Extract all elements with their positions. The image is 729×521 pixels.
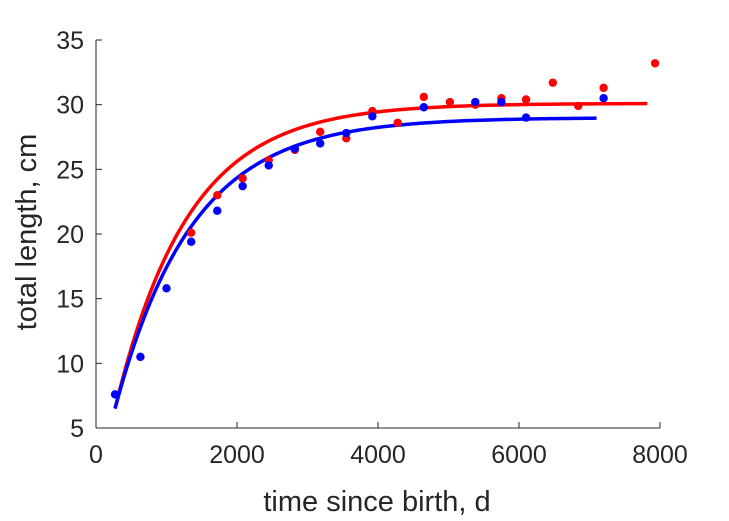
data-point-series-2 [238, 181, 247, 191]
x-tick-label: 8000 [632, 441, 688, 469]
x-axis-label: time since birth, d [263, 486, 490, 518]
axes: 0 2000 4000 6000 8000 5 10 15 20 25 30 35 [56, 27, 688, 469]
data-point-series-2 [213, 206, 222, 215]
y-tick-label: 30 [56, 92, 84, 120]
plot-area [110, 59, 660, 410]
data-point-series-1 [393, 118, 402, 127]
data-point-series-1 [445, 97, 455, 107]
data-point-series-2 [599, 94, 608, 103]
y-tick-label: 5 [70, 415, 84, 443]
data-point-series-1 [599, 83, 608, 93]
data-point-series-2 [290, 144, 300, 153]
data-point-series-1 [650, 59, 660, 68]
data-point-series-1 [521, 95, 531, 104]
fit-curve-series-2 [113, 116, 597, 410]
data-point-series-2 [419, 103, 429, 112]
data-point-series-2 [110, 390, 120, 399]
data-point-series-1 [186, 228, 196, 237]
data-point-series-2 [264, 161, 273, 170]
data-point-series-1 [574, 101, 583, 111]
data-point-series-1 [315, 127, 325, 137]
data-point-series-2 [521, 113, 531, 122]
data-point-series-2 [368, 112, 377, 121]
data-point-series-2 [342, 128, 351, 138]
x-tick-label: 4000 [350, 441, 406, 469]
x-tick-label: 2000 [209, 441, 265, 469]
y-tick-label: 15 [56, 286, 84, 314]
x-tick-label: 6000 [491, 441, 547, 469]
fit-curve-series-1 [113, 101, 648, 410]
data-point-series-1 [213, 191, 222, 200]
data-point-series-2 [162, 284, 171, 293]
x-tick-label: 0 [89, 441, 103, 469]
data-point-series-2 [186, 237, 196, 246]
y-tick-label: 25 [56, 156, 84, 184]
data-point-series-1 [548, 78, 558, 87]
data-point-series-2 [315, 139, 325, 148]
y-tick-label: 10 [56, 350, 84, 378]
data-point-series-2 [136, 352, 145, 362]
data-point-series-2 [471, 97, 480, 107]
y-tick-label: 35 [56, 27, 84, 55]
y-axis-label: total length, cm [11, 134, 43, 331]
data-point-series-1 [419, 92, 429, 102]
y-tick-label: 20 [56, 221, 84, 249]
data-point-series-2 [497, 97, 506, 107]
data-point-series-1 [238, 174, 247, 183]
